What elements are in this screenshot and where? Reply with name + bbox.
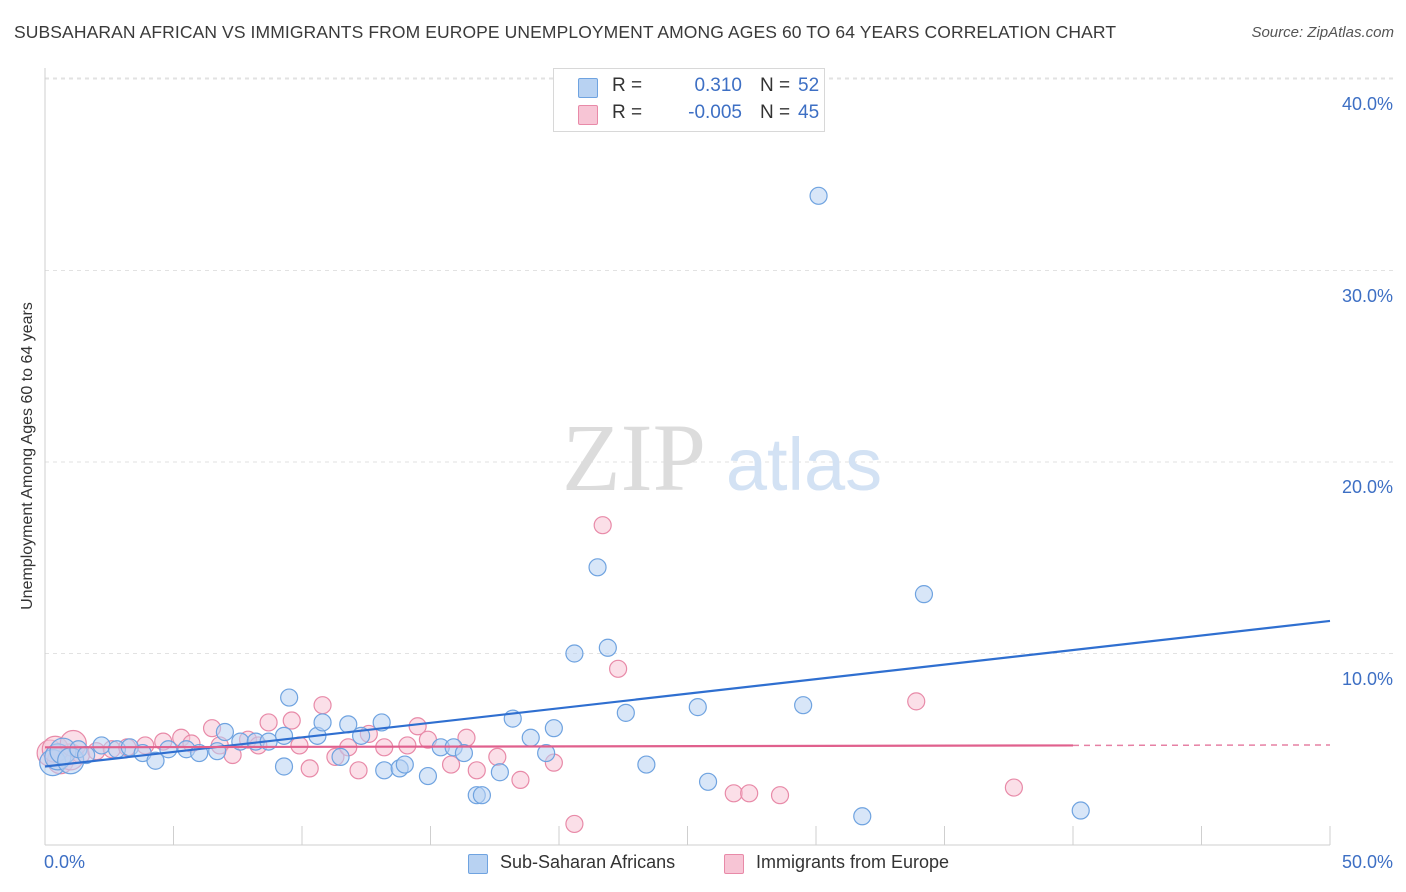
data-point: [282, 711, 301, 730]
bottom-legend-label: Sub-Saharan Africans: [500, 852, 676, 872]
data-point: [521, 728, 540, 747]
data-point: [688, 698, 707, 717]
legend-swatch-blue: [578, 78, 598, 98]
data-point: [740, 784, 759, 803]
series-immigrants-from-europe: [36, 516, 1023, 834]
data-point: [418, 766, 438, 786]
x-tick-label: 50.0%: [1341, 852, 1393, 872]
y-tick-label: 10.0%: [1341, 668, 1393, 689]
watermark-zip: ZIP: [562, 404, 706, 511]
x-tick-label: 0.0%: [44, 852, 86, 872]
legend-r-value: 0.310: [694, 75, 742, 96]
y-axis-label: Unemployment Among Ages 60 to 64 years: [19, 302, 36, 610]
axis-layer: [44, 68, 1331, 846]
data-point: [537, 743, 556, 763]
data-point: [724, 784, 743, 803]
data-point: [511, 770, 530, 789]
chart-title: SUBSAHARAN AFRICAN VS IMMIGRANTS FROM EU…: [14, 22, 1117, 42]
data-point: [907, 692, 926, 711]
correlation-legend: R = 0.310 N = 52 R = -0.005 N = 45: [553, 68, 825, 132]
legend-n-label: N =: [760, 102, 791, 123]
legend-n-value: 52: [798, 75, 820, 96]
legend-r-label: R =: [612, 75, 643, 96]
trend-lines: [44, 619, 1331, 768]
data-point: [92, 736, 111, 755]
legend-swatch-pink: [578, 105, 598, 125]
data-point: [372, 713, 391, 732]
data-point: [609, 659, 628, 678]
y-tick-label: 30.0%: [1341, 285, 1393, 306]
data-point: [313, 696, 332, 715]
legend-r-value: -0.005: [688, 102, 742, 123]
series-sub-saharan-africans: [39, 186, 1090, 826]
legend-n-label: N =: [760, 75, 791, 96]
data-point: [375, 761, 394, 780]
data-point: [398, 736, 417, 755]
data-point: [565, 644, 584, 663]
grid-layer: [45, 77, 1395, 654]
bottom-legend-swatch-blue: [468, 854, 488, 874]
data-point: [454, 743, 474, 763]
data-point: [914, 585, 934, 604]
trend-line-sub-saharan: [44, 619, 1331, 768]
data-point: [467, 761, 486, 780]
data-point: [313, 713, 332, 732]
data-point: [544, 719, 563, 738]
data-point: [490, 763, 509, 782]
source-label: Source: ZipAtlas.com: [1251, 24, 1394, 41]
legend-r-label: R =: [612, 102, 643, 123]
data-point: [616, 703, 635, 722]
data-point: [441, 755, 461, 774]
data-point: [1071, 801, 1090, 820]
watermark-atlas: atlas: [726, 423, 882, 506]
data-point: [331, 747, 350, 767]
data-point: [598, 638, 617, 657]
y-tick-label: 40.0%: [1341, 94, 1393, 114]
y-tick-label: 20.0%: [1341, 477, 1393, 497]
data-point: [488, 747, 507, 767]
data-point: [1004, 778, 1023, 797]
data-point: [853, 807, 872, 826]
data-point: [565, 814, 584, 834]
data-point: [215, 722, 234, 742]
data-point: [794, 696, 813, 715]
data-point: [274, 726, 294, 745]
data-point: [159, 740, 178, 759]
data-point: [698, 772, 718, 791]
data-point: [395, 755, 414, 774]
data-point: [280, 688, 299, 707]
bottom-legend-label: Immigrants from Europe: [756, 852, 950, 872]
data-point: [637, 755, 656, 774]
data-point: [259, 713, 278, 732]
data-point: [300, 759, 319, 778]
data-point: [274, 757, 294, 776]
data-point: [770, 786, 790, 805]
data-point: [290, 736, 309, 755]
legend-n-value: 45: [798, 102, 820, 123]
trend-line-europe: [44, 744, 1074, 749]
data-point: [593, 516, 612, 535]
data-point: [588, 558, 607, 577]
watermark: ZIP atlas: [562, 404, 882, 511]
data-point: [809, 186, 828, 205]
data-point: [349, 761, 368, 780]
data-point: [146, 751, 165, 770]
data-point: [472, 786, 491, 805]
bottom-legend-swatch-pink: [724, 854, 744, 874]
